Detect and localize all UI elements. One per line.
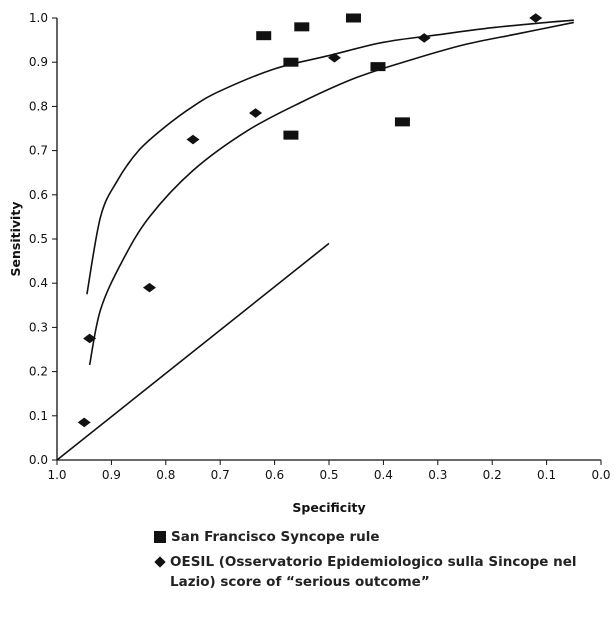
x-tick-label: 0.9 (102, 468, 121, 482)
oesil-point (529, 13, 543, 23)
y-tick-label: 0.3 (29, 320, 48, 334)
y-tick-label: 0.4 (29, 276, 48, 290)
san-francisco-point (283, 130, 299, 140)
legend-label-san-francisco: San Francisco Syncope rule (171, 529, 380, 545)
chart-axes: 1.0 0.9 0.8 0.7 0.6 0.5 0.4 0.3 0.2 0.1 0.0 0.0 0.1 0… (29, 11, 611, 482)
oesil-point (249, 108, 263, 118)
roc-chart: 1.0 0.9 0.8 0.7 0.6 0.5 0.4 0.3 0.2 0.1 0.0 0.0 0.1 0… (8, 11, 611, 515)
legend-label-oesil: OESIL (Osservatorio Epidemiologico sulla… (170, 554, 577, 590)
oesil-point (83, 333, 97, 344)
oesil-point (186, 134, 200, 145)
y-tick-label: 0.7 (29, 144, 48, 158)
x-axis-title: Specificity (292, 500, 365, 515)
oesil-point (327, 52, 341, 63)
san-francisco-point (394, 117, 410, 127)
oesil-point (142, 282, 156, 293)
y-tick-label: 1.0 (29, 11, 48, 25)
y-tick-label: 0.2 (29, 365, 48, 379)
y-tick-label: 0.8 (29, 99, 48, 113)
y-tick-label: 0.6 (29, 188, 48, 202)
y-tick-label: 0.1 (29, 409, 48, 423)
x-tick-label: 1.0 (47, 468, 66, 482)
diamond-marker-icon (154, 556, 166, 568)
san-francisco-point (294, 22, 310, 32)
san-francisco-point (345, 13, 361, 23)
x-tick-label: 0.0 (591, 468, 610, 482)
x-tick-label: 0.5 (319, 468, 338, 482)
san-francisco-point (370, 62, 386, 72)
y-axis-title: Sensitivity (8, 202, 23, 277)
oesil-point (77, 417, 91, 428)
chance-line (56, 242, 330, 461)
x-tick-label: 0.1 (537, 468, 556, 482)
x-tick-label: 0.4 (374, 468, 393, 482)
legend-item-oesil: OESIL (Osservatorio Epidemiologico sulla… (154, 552, 594, 592)
x-tick-label: 0.6 (265, 468, 284, 482)
chart-points (77, 13, 543, 428)
square-marker-icon (154, 531, 166, 543)
x-tick-label: 0.3 (428, 468, 447, 482)
x-tick-label: 0.8 (156, 468, 175, 482)
san-francisco-point (256, 31, 272, 41)
chart-curves (56, 19, 574, 461)
chart-legend: San Francisco Syncope rule OESIL (Osserv… (154, 527, 594, 597)
x-tick-label: 0.2 (483, 468, 502, 482)
y-tick-label: 0.5 (29, 232, 48, 246)
y-tick-label: 0.0 (29, 453, 48, 467)
lower-curve (88, 21, 574, 366)
oesil-point (417, 33, 431, 43)
upper-curve (86, 19, 574, 295)
x-tick-label: 0.7 (211, 468, 230, 482)
y-tick-label: 0.9 (29, 55, 48, 69)
san-francisco-point (283, 57, 299, 67)
legend-item-san-francisco: San Francisco Syncope rule (154, 527, 594, 547)
